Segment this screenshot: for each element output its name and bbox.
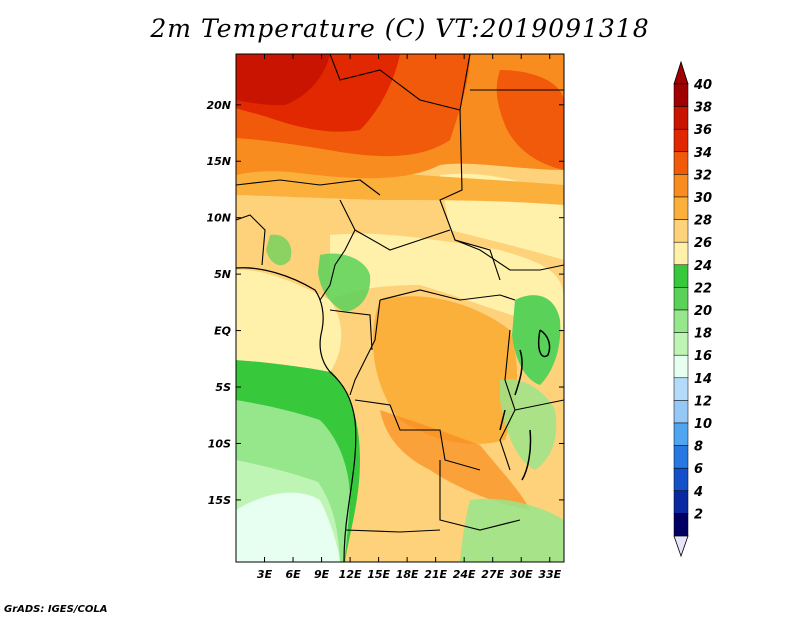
- border-niger-nigeria: [236, 179, 381, 196]
- colorbar-swatch: [673, 241, 689, 266]
- colorbar-swatch: [673, 445, 689, 469]
- field-zone-angola-warm: [380, 410, 530, 510]
- lake-outlines: [499, 329, 551, 481]
- colorbar-swatch: [673, 309, 689, 333]
- lat-tick-label: 10N: [206, 212, 231, 225]
- colorbar-swatch: [673, 377, 689, 401]
- colorbar-label: 24: [694, 259, 712, 274]
- field-zone-gulf: [236, 269, 342, 372]
- colorbar-label: 38: [694, 101, 712, 116]
- colorbar-swatch: [673, 332, 689, 356]
- colorbar-swatch: [673, 513, 689, 537]
- border-west-africa: [236, 214, 266, 266]
- border-south-sudan: [454, 239, 564, 271]
- lon-tick-label: 12E: [339, 568, 362, 581]
- colorbar-swatch: [673, 467, 689, 492]
- lon-tick-label: 6E: [285, 568, 301, 581]
- lon-tick-label: 3E: [257, 568, 273, 581]
- colorbar-top-cap: [673, 60, 689, 85]
- border-drc-angola: [354, 399, 481, 471]
- field-zone-sahara-darkred: [236, 54, 330, 106]
- colorbar-swatch: [673, 287, 689, 311]
- colorbar-label: 40: [693, 78, 712, 93]
- colorbar-label: 6: [694, 462, 703, 477]
- chart-title: 2m Temperature (C) VT:2019091318: [150, 14, 650, 43]
- field-zone-central-pale: [330, 233, 564, 330]
- lon-tick-label: 24E: [453, 568, 476, 581]
- field-zone-southeast-green: [460, 498, 564, 562]
- colorbar-label: 28: [694, 214, 712, 229]
- temperature-field: [236, 54, 564, 562]
- lon-tick-label: 30E: [510, 568, 533, 581]
- lat-tick-label: 5N: [214, 268, 231, 281]
- colorbar-label: 30: [694, 191, 712, 206]
- lat-tick-label: EQ: [214, 325, 231, 338]
- colorbar-label: 32: [694, 168, 712, 183]
- colorbar: 40 38 36 34 32 30 28 26 24 22 20 18 16 14 12 10 8 6 4 2: [673, 60, 712, 558]
- colorbar-swatch: [673, 400, 689, 424]
- lon-tick-label: 15E: [367, 568, 390, 581]
- lon-tick-label: 27E: [481, 568, 504, 581]
- colorbar-label: 4: [693, 485, 703, 500]
- field-zone-sahel-warm: [236, 167, 564, 205]
- colorbar-swatch: [673, 128, 689, 153]
- colorbar-label: 34: [694, 146, 712, 161]
- lon-tick-label: 18E: [396, 568, 419, 581]
- colorbar-label: 2: [694, 507, 703, 522]
- colorbar-label: 14: [694, 372, 712, 387]
- field-zone-south-cyan: [236, 492, 340, 562]
- lat-tick-label: 5S: [215, 381, 231, 394]
- lat-tick-label: 10S: [208, 437, 231, 450]
- colorbar-label: 26: [694, 236, 712, 251]
- field-zone-westafrica-green: [318, 253, 371, 312]
- colorbar-label: 8: [694, 440, 703, 455]
- colorbar-label: 12: [694, 394, 712, 409]
- colorbar-swatch: [673, 422, 689, 446]
- colorbar-label: 36: [694, 123, 712, 138]
- plot-frame: [235, 53, 565, 563]
- colorbar-label: 10: [694, 417, 712, 432]
- lat-tick-label: 15S: [208, 494, 231, 507]
- lat-tick-label: 20N: [206, 99, 231, 112]
- colorbar-label: 20: [694, 304, 712, 319]
- coastline: [236, 267, 357, 562]
- colorbar-swatch: [673, 490, 689, 514]
- country-borders: [236, 54, 564, 533]
- grads-credit: GrADS: IGES/COLA: [4, 604, 108, 615]
- border-gabon: [329, 309, 373, 351]
- longitude-axis: 3E 6E 9E 12E 15E 18E 21E 24E 27E 30E 33E: [257, 54, 562, 581]
- colorbar-label: 22: [694, 281, 712, 296]
- colorbar-label: 16: [694, 349, 712, 364]
- colorbar-swatch: [673, 354, 689, 379]
- border-chad-car: [354, 229, 451, 251]
- border-tanzania: [514, 399, 564, 411]
- border-car-drc: [379, 289, 516, 301]
- field-zone-cameroon-green: [266, 234, 292, 266]
- field-zone-sudan-hot: [496, 70, 564, 170]
- colorbar-swatch: [673, 83, 689, 107]
- border-chad-sudan: [439, 109, 501, 281]
- colorbar-swatch: [673, 151, 689, 175]
- border-angola-namibia: [344, 529, 441, 533]
- colorbar-bottom-cap: [673, 535, 689, 558]
- colorbar-swatch: [673, 196, 689, 220]
- colorbar-swatch: [673, 106, 689, 130]
- colorbar-label: 18: [694, 327, 712, 342]
- border-nigeria-cameroon: [319, 199, 356, 301]
- field-zone-congo-warm: [372, 296, 517, 444]
- lon-tick-label: 33E: [538, 568, 561, 581]
- field-zone-east-green-1: [512, 295, 561, 385]
- lon-tick-label: 9E: [314, 568, 330, 581]
- colorbar-swatch: [673, 219, 689, 243]
- field-zone-east-green-2: [500, 379, 557, 470]
- border-zambia: [439, 460, 521, 531]
- latitude-axis: 20N 15N 10N 5N EQ 5S 10S 15S: [206, 99, 564, 507]
- lat-tick-label: 15N: [206, 155, 231, 168]
- colorbar-swatch: [673, 264, 689, 288]
- lon-tick-label: 21E: [424, 568, 447, 581]
- colorbar-swatch: [673, 174, 689, 198]
- border-niger-libya: [329, 54, 471, 111]
- border-congo-drc: [349, 299, 381, 396]
